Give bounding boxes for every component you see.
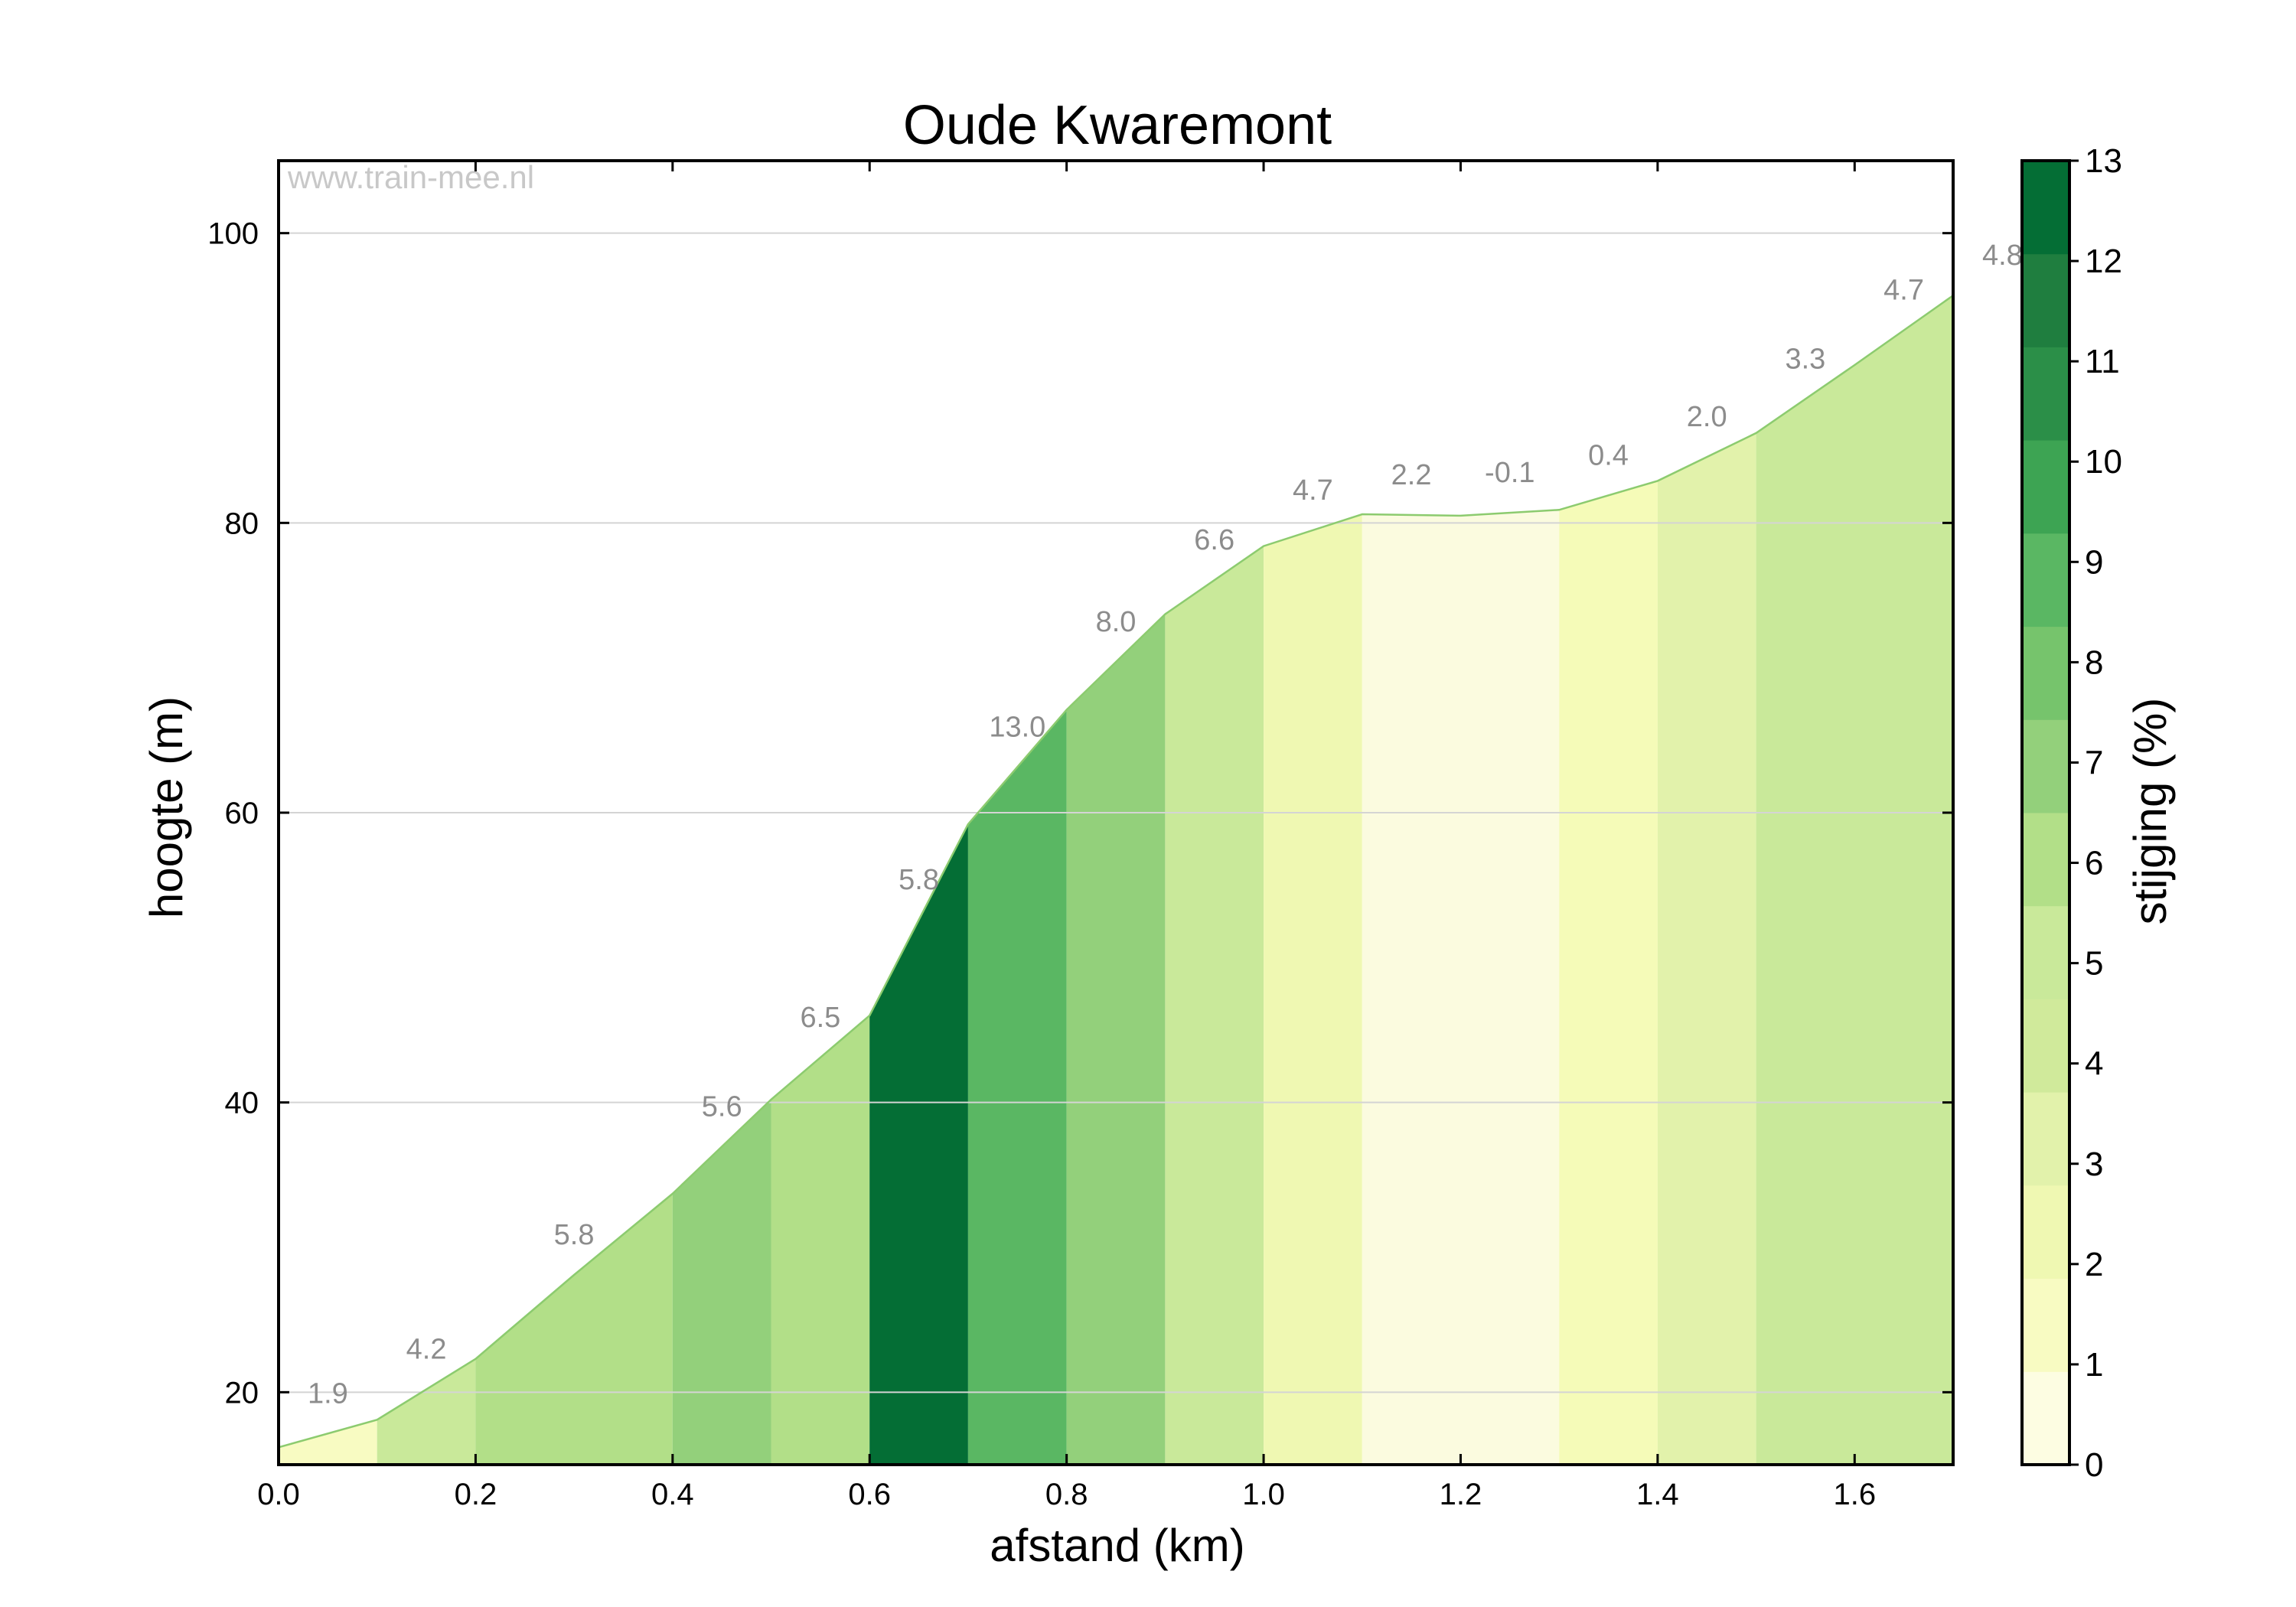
gradient-fill-bands [279, 295, 1953, 1465]
colorbar-band [2022, 1092, 2069, 1186]
x-tick-label: 0.4 [651, 1478, 694, 1511]
colorbar-tick-label: 8 [2085, 644, 2103, 681]
colorbar-tick-label: 11 [2085, 343, 2120, 380]
gradient-label: 5.8 [899, 864, 939, 896]
colorbar-band [2022, 813, 2069, 907]
x-tick-label: 0.2 [455, 1478, 497, 1511]
gradient-label: 3.3 [1785, 344, 1825, 376]
fill-band-4 [771, 1015, 870, 1465]
y-tick-label: 40 [225, 1087, 259, 1120]
grid-lines [279, 232, 1953, 1393]
colorbar-band [2022, 1371, 2069, 1465]
gradient-label: 5.8 [554, 1219, 595, 1251]
x-tick-label: 1.4 [1636, 1478, 1679, 1511]
gradient-label: -0.1 [1485, 457, 1534, 489]
fill-band-12 [1657, 432, 1756, 1465]
x-tick-label: 0.8 [1045, 1478, 1088, 1511]
gradient-label: 6.5 [800, 1002, 840, 1034]
axis-ticks: 0.0 0.2 0.4 0.6 0.8 1.0 1.2 1.4 1.6 20 40 60 80 100 [207, 161, 1953, 1511]
colorbar-band [2022, 533, 2069, 627]
fill-band-1 [377, 1358, 476, 1465]
colorbar-tick-label: 12 [2085, 243, 2122, 280]
colorbar-band [2022, 161, 2069, 255]
fill-band-11 [1559, 481, 1658, 1465]
colorbar-tick-label: 2 [2085, 1246, 2103, 1283]
colorbar-tick-label: 9 [2085, 543, 2103, 581]
colorbar-tick-label: 0 [2085, 1446, 2103, 1484]
chart-title: Oude Kwaremont [903, 95, 1332, 156]
gradient-label: 5.6 [702, 1090, 742, 1123]
colorbar-tick-label: 4 [2085, 1045, 2103, 1083]
fill-band-3 [672, 1099, 771, 1465]
x-tick-label: 0.6 [848, 1478, 891, 1511]
colorbar-tick-label: 7 [2085, 744, 2103, 781]
gradient-label: 4.2 [406, 1334, 447, 1366]
gradient-label: 4.7 [1293, 474, 1333, 507]
colorbar-band [2022, 253, 2069, 347]
colorbar-band [2022, 347, 2069, 441]
colorbar-band [2022, 626, 2069, 720]
colorbar-band [2022, 440, 2069, 534]
gradient-label: 6.6 [1194, 524, 1234, 556]
colorbar-band [2022, 1278, 2069, 1372]
fill-band-9 [1264, 514, 1362, 1465]
plot-area: 1.94.25.85.66.55.813.08.06.64.7 2.2 -0.10.… [207, 159, 2023, 1511]
colorbar-frame [2020, 159, 2071, 1466]
gradient-label: 8.0 [1096, 606, 1137, 638]
profile-outline [278, 295, 1954, 1449]
y-axis-label: hoogte (m) [141, 696, 192, 918]
x-axis-label: afstand (km) [990, 1520, 1244, 1571]
watermark: www.train-mee.nl [287, 159, 534, 195]
gradient-label: 2.0 [1687, 401, 1727, 433]
colorbar-tick-label: 3 [2085, 1146, 2103, 1183]
gradient-label: 0.4 [1588, 439, 1629, 471]
colorbar-band [2022, 1185, 2069, 1279]
y-tick-label: 80 [225, 507, 259, 540]
colorbar-tick-label: 10 [2085, 443, 2122, 481]
fill-band-7 [1066, 614, 1166, 1465]
x-tick-label: 0.0 [257, 1478, 300, 1511]
fill-band-13 [1756, 295, 1953, 1465]
fill-band-0 [279, 1420, 377, 1465]
colorbar-tick-label: 13 [2085, 142, 2122, 180]
gradient-label: 13.0 [989, 711, 1045, 743]
y-tick-label: 20 [225, 1376, 259, 1410]
colorbar-tick-label: 5 [2085, 945, 2103, 983]
colorbar-tick-label: 6 [2085, 845, 2103, 882]
fill-band-10 [1362, 510, 1560, 1465]
gradient-label: 1.9 [308, 1377, 348, 1410]
x-tick-label: 1.2 [1440, 1478, 1482, 1511]
colorbar-band [2022, 719, 2069, 813]
x-tick-label: 1.6 [1833, 1478, 1876, 1511]
y-tick-label: 60 [225, 797, 259, 830]
fill-band-2 [475, 1193, 673, 1465]
gradient-label: 4.8 [1982, 240, 2023, 272]
colorbar-tick-label: 1 [2085, 1346, 2103, 1384]
gradient-label: 4.7 [1883, 275, 1924, 307]
colorbar-label: stijging (%) [2125, 698, 2176, 925]
colorbar-bands [2022, 161, 2069, 1465]
fill-band-8 [1165, 546, 1264, 1465]
colorbar-band [2022, 905, 2069, 999]
colorbar-band [2022, 999, 2069, 1093]
fill-band-5 [869, 824, 968, 1465]
gradient-label: 2.2 [1391, 459, 1432, 491]
fill-band-6 [967, 709, 1067, 1465]
y-tick-label: 100 [207, 217, 259, 251]
gradient-labels: 1.9 4.2 5.8 5.6 6.5 5.8 13.0 8.0 6.6 4.7 2.2 -0.1 0.… [308, 240, 2023, 1410]
x-tick-label: 1.0 [1242, 1478, 1285, 1511]
